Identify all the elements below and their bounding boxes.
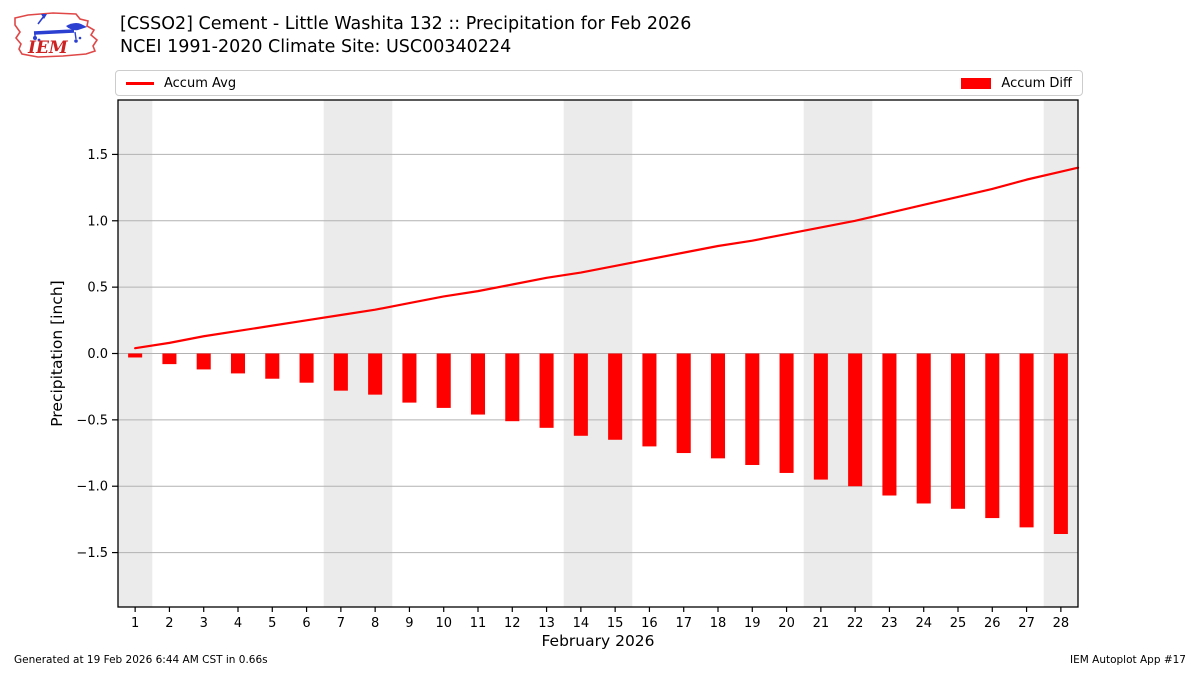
x-tick-label: 18 — [710, 616, 727, 631]
accum-diff-bar-day-1 — [128, 353, 143, 358]
iem-logo-graphic: IEM — [14, 12, 99, 58]
plot-border — [117, 99, 1079, 608]
y-tick-label: 0.5 — [87, 281, 108, 296]
accum-diff-bar-day-22 — [848, 353, 863, 487]
accum-diff-bar-day-9 — [402, 353, 417, 403]
app-credit: IEM Autoplot App #17 — [1070, 654, 1186, 666]
legend-item-accum-diff: Accum Diff — [961, 76, 1072, 91]
x-tick-label: 2 — [165, 616, 173, 631]
legend: Accum Avg Accum Diff — [115, 70, 1083, 96]
accum-diff-bar-day-11 — [470, 353, 486, 415]
accum-diff-bar-day-21 — [813, 353, 828, 480]
y-tick-label: −0.5 — [76, 413, 108, 428]
accum-diff-bar-day-19 — [745, 353, 760, 465]
chart-title: [CSSO2] Cement - Little Washita 132 :: P… — [120, 14, 692, 34]
x-tick-label: 16 — [641, 616, 658, 631]
accum-avg-line-swatch — [126, 81, 154, 85]
chart-header: [CSSO2] Cement - Little Washita 132 :: P… — [120, 13, 691, 59]
x-tick-label: 10 — [435, 616, 452, 631]
x-axis-label: February 2026 — [541, 632, 654, 650]
accum-diff-bar-day-8 — [368, 353, 383, 395]
accum-diff-bar-day-27 — [1019, 353, 1034, 528]
x-tick-label: 11 — [470, 616, 487, 631]
chart-subtitle: NCEI 1991-2020 Climate Site: USC00340224 — [120, 37, 512, 57]
x-tick-label: 3 — [200, 616, 208, 631]
x-tick-label: 21 — [813, 616, 830, 631]
y-tick-label: 1.5 — [87, 148, 108, 163]
iem-logo-text: IEM — [27, 38, 69, 58]
x-tick-label: 14 — [573, 616, 590, 631]
y-tick-label: −1.5 — [76, 546, 108, 561]
accum-diff-bar-day-2 — [162, 353, 177, 365]
accum-diff-bar-day-14 — [573, 353, 588, 436]
accum-diff-bar-day-26 — [985, 353, 1000, 519]
x-tick-label: 8 — [371, 616, 379, 631]
accum-diff-bar-day-4 — [230, 353, 246, 374]
x-tick-label: 26 — [984, 616, 1001, 631]
x-tick-label: 25 — [950, 616, 967, 631]
x-tick-label: 17 — [675, 616, 692, 631]
weather-vane-icon — [33, 14, 87, 43]
x-tick-label: 4 — [234, 616, 242, 631]
accum-diff-bar-day-18 — [710, 353, 726, 459]
accum-diff-bar-day-24 — [916, 353, 931, 504]
accum-diff-bar-day-16 — [642, 353, 657, 447]
x-tick-label: 22 — [847, 616, 864, 631]
accum-diff-bar-day-3 — [196, 353, 211, 370]
accum-diff-bar-day-13 — [539, 353, 554, 428]
x-tick-label: 19 — [744, 616, 761, 631]
x-tick-label: 7 — [337, 616, 345, 631]
y-axis-label: Precipitation [inch] — [48, 280, 66, 426]
x-tick-label: 9 — [405, 616, 413, 631]
iem-logo: IEM — [8, 5, 108, 63]
accum-diff-bar-day-17 — [676, 353, 691, 454]
accum-avg-line — [134, 166, 1080, 350]
x-tick-label: 5 — [268, 616, 276, 631]
accum-diff-bar-day-23 — [882, 353, 897, 496]
y-tick-label: 1.0 — [87, 214, 108, 229]
accum-diff-bar-day-20 — [779, 353, 794, 473]
y-tick-label: 0.0 — [87, 347, 108, 362]
accum-diff-bar-day-10 — [436, 353, 451, 408]
y-tick-label: −1.0 — [76, 480, 108, 495]
x-tick-label: 28 — [1053, 616, 1070, 631]
x-tick-label: 15 — [607, 616, 624, 631]
x-tick-label: 1 — [131, 616, 139, 631]
x-tick-label: 12 — [504, 616, 521, 631]
legend-item-accum-avg: Accum Avg — [126, 76, 236, 91]
accum-diff-bar-day-6 — [299, 353, 314, 383]
accum-diff-legend-label: Accum Diff — [1001, 75, 1072, 91]
generated-timestamp: Generated at 19 Feb 2026 6:44 AM CST in … — [14, 654, 268, 666]
accum-diff-bar-day-12 — [505, 353, 520, 422]
accum-diff-bar-day-28 — [1053, 353, 1068, 535]
accum-diff-bar-day-25 — [950, 353, 966, 509]
accum-diff-bar-day-7 — [333, 353, 348, 391]
x-tick-label: 6 — [302, 616, 310, 631]
x-tick-label: 13 — [538, 616, 555, 631]
accum-diff-bar-day-5 — [265, 353, 280, 379]
x-tick-label: 24 — [915, 616, 932, 631]
accum-diff-rect-swatch — [961, 77, 992, 89]
x-tick-label: 23 — [881, 616, 898, 631]
accum-avg-legend-label: Accum Avg — [164, 75, 237, 91]
accum-diff-bar-day-15 — [608, 353, 623, 440]
x-tick-label: 20 — [778, 616, 795, 631]
x-tick-label: 27 — [1018, 616, 1035, 631]
